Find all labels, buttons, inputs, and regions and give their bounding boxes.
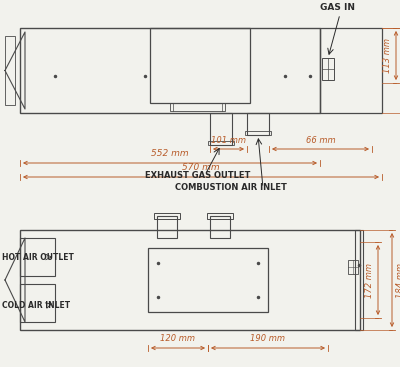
Bar — [154, 213, 180, 219]
Text: 172 mm: 172 mm — [365, 262, 374, 298]
Bar — [320, 28, 382, 113]
Text: 552 mm: 552 mm — [151, 149, 189, 158]
Text: 190 mm: 190 mm — [250, 334, 286, 343]
Bar — [245, 131, 271, 135]
Bar — [150, 28, 250, 103]
Text: COMBUSTION AIR INLET: COMBUSTION AIR INLET — [175, 184, 287, 193]
Bar — [207, 213, 233, 219]
Bar — [20, 230, 360, 330]
Bar — [20, 284, 55, 322]
Bar — [170, 103, 225, 111]
Bar — [5, 36, 15, 105]
Bar — [210, 113, 232, 145]
Bar — [247, 113, 269, 135]
Bar — [210, 216, 230, 238]
Text: 113 mm: 113 mm — [383, 38, 392, 73]
Text: COLD AIR INLET: COLD AIR INLET — [2, 301, 70, 309]
Text: 184 mm: 184 mm — [396, 262, 400, 298]
Text: 120 mm: 120 mm — [160, 334, 196, 343]
Bar — [322, 58, 334, 80]
Text: 570 mm: 570 mm — [182, 163, 220, 172]
Text: EXHAUST GAS OUTLET: EXHAUST GAS OUTLET — [145, 171, 250, 179]
Text: 101 mm: 101 mm — [211, 136, 246, 145]
Bar — [20, 28, 320, 113]
Text: GAS IN: GAS IN — [320, 3, 355, 12]
Bar — [355, 230, 363, 330]
Bar — [20, 238, 55, 276]
Bar — [208, 141, 234, 145]
Bar — [348, 260, 358, 274]
Bar — [157, 216, 177, 238]
Text: HOT AIR OUTLET: HOT AIR OUTLET — [2, 252, 74, 262]
Bar — [148, 248, 268, 312]
Text: 66 mm: 66 mm — [306, 136, 335, 145]
